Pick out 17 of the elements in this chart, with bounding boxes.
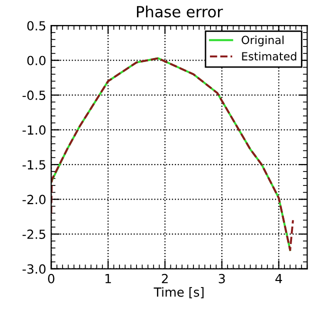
legend-label: Original	[242, 36, 284, 46]
x-tick-label: 1	[105, 274, 111, 284]
y-tick-label: -1.0	[22, 125, 46, 135]
y-tick-label: -1.5	[22, 160, 46, 170]
y-tick-label: -3.0	[22, 264, 46, 274]
x-axis-title: Time [s]	[154, 287, 204, 298]
legend-label: Estimated	[242, 52, 296, 61]
y-tick-label: -2.0	[22, 194, 46, 204]
x-tick-label: 0	[48, 274, 54, 284]
x-tick-label: 2	[162, 274, 168, 284]
chart-title: Phase error	[136, 6, 223, 18]
x-tick-label: 4	[275, 274, 282, 284]
y-tick-label: 0.5	[27, 21, 46, 31]
y-tick-label: -0.5	[22, 90, 46, 100]
y-tick-label: 0.0	[27, 56, 46, 66]
x-tick-label: 3	[218, 274, 225, 284]
y-tick-label: -2.5	[22, 230, 46, 239]
